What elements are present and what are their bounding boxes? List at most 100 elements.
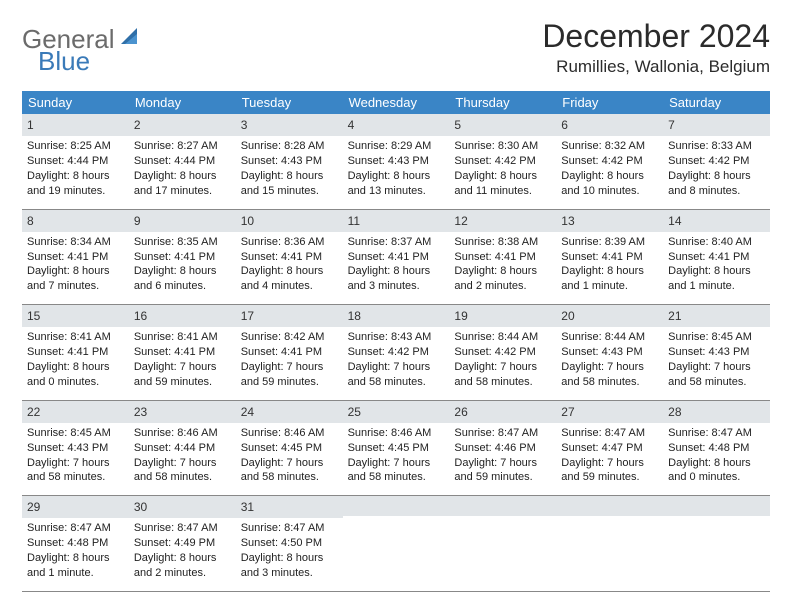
day-number: 31 xyxy=(236,496,343,518)
day-body: Sunrise: 8:28 AMSunset: 4:43 PMDaylight:… xyxy=(236,136,343,208)
sunrise-text: Sunrise: 8:27 AM xyxy=(134,139,231,154)
sunset-text: Sunset: 4:42 PM xyxy=(561,154,658,169)
day-number: 18 xyxy=(343,305,450,327)
sunrise-text: Sunrise: 8:47 AM xyxy=(454,426,551,441)
header: General December 2024 Rumillies, Walloni… xyxy=(22,18,770,77)
day-number: 16 xyxy=(129,305,236,327)
daylight-text: Daylight: 8 hours and 6 minutes. xyxy=(134,264,231,294)
day-body: Sunrise: 8:25 AMSunset: 4:44 PMDaylight:… xyxy=(22,136,129,208)
day-body: Sunrise: 8:38 AMSunset: 4:41 PMDaylight:… xyxy=(449,232,556,304)
day-cell: 21Sunrise: 8:45 AMSunset: 4:43 PMDayligh… xyxy=(663,305,770,400)
day-body: Sunrise: 8:47 AMSunset: 4:49 PMDaylight:… xyxy=(129,518,236,590)
day-body: Sunrise: 8:46 AMSunset: 4:44 PMDaylight:… xyxy=(129,423,236,495)
sunrise-text: Sunrise: 8:42 AM xyxy=(241,330,338,345)
day-number: 17 xyxy=(236,305,343,327)
day-cell: 1Sunrise: 8:25 AMSunset: 4:44 PMDaylight… xyxy=(22,114,129,209)
day-body: Sunrise: 8:47 AMSunset: 4:50 PMDaylight:… xyxy=(236,518,343,590)
day-body: Sunrise: 8:41 AMSunset: 4:41 PMDaylight:… xyxy=(129,327,236,399)
day-cell: 20Sunrise: 8:44 AMSunset: 4:43 PMDayligh… xyxy=(556,305,663,400)
day-body: Sunrise: 8:32 AMSunset: 4:42 PMDaylight:… xyxy=(556,136,663,208)
day-cell: 11Sunrise: 8:37 AMSunset: 4:41 PMDayligh… xyxy=(343,210,450,305)
logo-text-2: Blue xyxy=(38,46,90,77)
daylight-text: Daylight: 8 hours and 19 minutes. xyxy=(27,169,124,199)
day-number: 23 xyxy=(129,401,236,423)
week-row: 22Sunrise: 8:45 AMSunset: 4:43 PMDayligh… xyxy=(22,401,770,497)
day-body: Sunrise: 8:44 AMSunset: 4:43 PMDaylight:… xyxy=(556,327,663,399)
day-cell: 22Sunrise: 8:45 AMSunset: 4:43 PMDayligh… xyxy=(22,401,129,496)
sunrise-text: Sunrise: 8:25 AM xyxy=(27,139,124,154)
day-cell: 26Sunrise: 8:47 AMSunset: 4:46 PMDayligh… xyxy=(449,401,556,496)
day-body: Sunrise: 8:41 AMSunset: 4:41 PMDaylight:… xyxy=(22,327,129,399)
sunset-text: Sunset: 4:50 PM xyxy=(241,536,338,551)
day-number: 5 xyxy=(449,114,556,136)
sunset-text: Sunset: 4:45 PM xyxy=(348,441,445,456)
day-cell: 19Sunrise: 8:44 AMSunset: 4:42 PMDayligh… xyxy=(449,305,556,400)
location-text: Rumillies, Wallonia, Belgium xyxy=(542,57,770,77)
day-body xyxy=(556,516,663,576)
sunset-text: Sunset: 4:41 PM xyxy=(134,250,231,265)
sunset-text: Sunset: 4:48 PM xyxy=(668,441,765,456)
day-number xyxy=(449,496,556,516)
week-row: 1Sunrise: 8:25 AMSunset: 4:44 PMDaylight… xyxy=(22,114,770,210)
week-row: 29Sunrise: 8:47 AMSunset: 4:48 PMDayligh… xyxy=(22,496,770,592)
day-cell: 30Sunrise: 8:47 AMSunset: 4:49 PMDayligh… xyxy=(129,496,236,591)
day-number: 7 xyxy=(663,114,770,136)
daylight-text: Daylight: 8 hours and 1 minute. xyxy=(27,551,124,581)
sunset-text: Sunset: 4:45 PM xyxy=(241,441,338,456)
day-cell: 14Sunrise: 8:40 AMSunset: 4:41 PMDayligh… xyxy=(663,210,770,305)
day-body: Sunrise: 8:45 AMSunset: 4:43 PMDaylight:… xyxy=(22,423,129,495)
day-cell: 17Sunrise: 8:42 AMSunset: 4:41 PMDayligh… xyxy=(236,305,343,400)
day-cell: 10Sunrise: 8:36 AMSunset: 4:41 PMDayligh… xyxy=(236,210,343,305)
day-body: Sunrise: 8:47 AMSunset: 4:47 PMDaylight:… xyxy=(556,423,663,495)
day-cell: 15Sunrise: 8:41 AMSunset: 4:41 PMDayligh… xyxy=(22,305,129,400)
week-row: 8Sunrise: 8:34 AMSunset: 4:41 PMDaylight… xyxy=(22,210,770,306)
day-cell: 2Sunrise: 8:27 AMSunset: 4:44 PMDaylight… xyxy=(129,114,236,209)
daylight-text: Daylight: 8 hours and 8 minutes. xyxy=(668,169,765,199)
week-row: 15Sunrise: 8:41 AMSunset: 4:41 PMDayligh… xyxy=(22,305,770,401)
sunset-text: Sunset: 4:49 PM xyxy=(134,536,231,551)
sunset-text: Sunset: 4:46 PM xyxy=(454,441,551,456)
daylight-text: Daylight: 7 hours and 58 minutes. xyxy=(454,360,551,390)
sunrise-text: Sunrise: 8:46 AM xyxy=(348,426,445,441)
sunrise-text: Sunrise: 8:40 AM xyxy=(668,235,765,250)
day-body: Sunrise: 8:29 AMSunset: 4:43 PMDaylight:… xyxy=(343,136,450,208)
sunrise-text: Sunrise: 8:41 AM xyxy=(134,330,231,345)
day-number: 15 xyxy=(22,305,129,327)
day-number: 25 xyxy=(343,401,450,423)
day-cell: 6Sunrise: 8:32 AMSunset: 4:42 PMDaylight… xyxy=(556,114,663,209)
sunset-text: Sunset: 4:42 PM xyxy=(454,154,551,169)
day-cell: 13Sunrise: 8:39 AMSunset: 4:41 PMDayligh… xyxy=(556,210,663,305)
day-body: Sunrise: 8:34 AMSunset: 4:41 PMDaylight:… xyxy=(22,232,129,304)
sunset-text: Sunset: 4:41 PM xyxy=(668,250,765,265)
sunrise-text: Sunrise: 8:44 AM xyxy=(561,330,658,345)
day-body: Sunrise: 8:46 AMSunset: 4:45 PMDaylight:… xyxy=(236,423,343,495)
day-cell xyxy=(343,496,450,591)
sunrise-text: Sunrise: 8:28 AM xyxy=(241,139,338,154)
sunrise-text: Sunrise: 8:47 AM xyxy=(27,521,124,536)
day-body: Sunrise: 8:43 AMSunset: 4:42 PMDaylight:… xyxy=(343,327,450,399)
day-header-row: SundayMondayTuesdayWednesdayThursdayFrid… xyxy=(22,91,770,114)
day-body: Sunrise: 8:47 AMSunset: 4:48 PMDaylight:… xyxy=(663,423,770,495)
day-cell: 29Sunrise: 8:47 AMSunset: 4:48 PMDayligh… xyxy=(22,496,129,591)
sunrise-text: Sunrise: 8:32 AM xyxy=(561,139,658,154)
day-number: 13 xyxy=(556,210,663,232)
daylight-text: Daylight: 7 hours and 59 minutes. xyxy=(561,456,658,486)
daylight-text: Daylight: 8 hours and 2 minutes. xyxy=(134,551,231,581)
day-number xyxy=(556,496,663,516)
day-cell xyxy=(449,496,556,591)
daylight-text: Daylight: 7 hours and 59 minutes. xyxy=(454,456,551,486)
day-header: Saturday xyxy=(663,91,770,114)
day-number: 3 xyxy=(236,114,343,136)
day-body: Sunrise: 8:47 AMSunset: 4:46 PMDaylight:… xyxy=(449,423,556,495)
day-number: 11 xyxy=(343,210,450,232)
daylight-text: Daylight: 8 hours and 0 minutes. xyxy=(27,360,124,390)
day-number: 14 xyxy=(663,210,770,232)
daylight-text: Daylight: 7 hours and 58 minutes. xyxy=(668,360,765,390)
sunset-text: Sunset: 4:43 PM xyxy=(561,345,658,360)
day-body: Sunrise: 8:33 AMSunset: 4:42 PMDaylight:… xyxy=(663,136,770,208)
day-number: 19 xyxy=(449,305,556,327)
day-number: 10 xyxy=(236,210,343,232)
day-cell: 24Sunrise: 8:46 AMSunset: 4:45 PMDayligh… xyxy=(236,401,343,496)
day-body: Sunrise: 8:47 AMSunset: 4:48 PMDaylight:… xyxy=(22,518,129,590)
sunset-text: Sunset: 4:44 PM xyxy=(134,441,231,456)
